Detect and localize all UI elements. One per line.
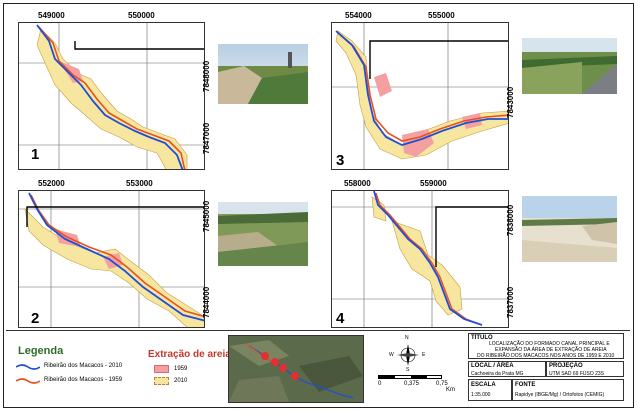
local-box: LOCAL / ÁREA Cachoeira da Prata MG xyxy=(468,361,546,377)
map-frame xyxy=(3,3,634,408)
x-tick: 555000 xyxy=(428,11,455,20)
panel-number: 4 xyxy=(336,310,345,327)
title-line-2: EXPANSÃO DA ÁREA DE EXTRAÇÃO DE AREIA xyxy=(495,347,607,353)
x-tick: 550000 xyxy=(128,11,155,20)
scale-header: ESCALA xyxy=(471,382,496,388)
x-tick: 553000 xyxy=(126,179,153,188)
extraction-2010-label: 2010 xyxy=(174,378,188,384)
source-box: FONTE Rapidye (IBGE/Mg) / Ortofotos (CEM… xyxy=(512,379,624,401)
extraction-2010-swatch xyxy=(154,377,169,385)
north-label-s: S xyxy=(406,367,410,373)
title-box: TÍTULO LOCALIZAÇÃO DO FORMADO CANAL PRIN… xyxy=(468,333,624,359)
local-value: Cachoeira da Prata MG xyxy=(471,371,524,377)
extraction-title: Extração de areia xyxy=(148,349,231,360)
title-header: TÍTULO xyxy=(471,335,493,341)
panel-number: 1 xyxy=(31,146,40,163)
extraction-1959-swatch xyxy=(154,365,169,373)
y-tick: 7838000 xyxy=(506,204,515,236)
river-1959-swatch xyxy=(16,378,40,384)
panel-3-map xyxy=(332,23,508,169)
panel-number: 2 xyxy=(31,310,40,327)
x-tick: 549000 xyxy=(38,11,65,20)
projection-value: UTM SAD 69 FUSO 23S xyxy=(549,371,605,377)
local-header: LOCAL / ÁREA xyxy=(471,363,514,369)
legend-item-2010: Ribeirão dos Macacos - 2010 xyxy=(44,363,123,369)
photo-site-3 xyxy=(522,38,617,94)
north-label-w: W xyxy=(389,352,394,358)
y-tick: 7844000 xyxy=(202,286,211,318)
scale-label-mid: 0,375 xyxy=(404,381,420,387)
panel-2-map xyxy=(19,191,204,327)
map-footer: Legenda Ribeirão dos Macacos - 2010 Ribe… xyxy=(6,330,630,407)
north-label-e: E xyxy=(422,352,426,358)
projection-header: PROJEÇÃO xyxy=(549,363,583,369)
projection-box: PROJEÇÃO UTM SAD 69 FUSO 23S xyxy=(546,361,624,377)
scale-label-0: 0 xyxy=(378,381,382,387)
scale-bar xyxy=(378,375,442,379)
y-tick: 7848000 xyxy=(202,60,211,92)
title-line-3: DO RIBEIRÃO DOS MACACOS NOS ANOS DE 1959… xyxy=(477,353,615,359)
photo-site-2 xyxy=(218,202,308,266)
y-tick: 7843000 xyxy=(506,86,515,118)
y-tick: 7847000 xyxy=(202,122,211,154)
x-tick: 559000 xyxy=(420,179,447,188)
source-header: FONTE xyxy=(515,382,536,388)
map-panel-1: 1 xyxy=(18,22,205,170)
north-arrow-icon xyxy=(397,344,419,366)
scale-label-max: 0,75 xyxy=(436,381,448,387)
x-tick: 558000 xyxy=(344,179,371,188)
legend-title: Legenda xyxy=(18,345,64,357)
panel-4-map xyxy=(332,191,508,327)
source-value: Rapidye (IBGE/Mg) / Ortofotos (CEMIG) xyxy=(515,392,605,398)
scale-box: ESCALA 1:35.000 xyxy=(468,379,512,401)
y-tick: 7837000 xyxy=(506,286,515,318)
overview-map xyxy=(228,335,364,403)
scale-value: 1:35.000 xyxy=(471,392,491,398)
panel-number: 3 xyxy=(336,152,345,169)
map-panel-2: 2 xyxy=(18,190,205,328)
title-line-1: LOCALIZAÇÃO DO FORMADO CANAL PRINCIPAL E xyxy=(489,341,610,347)
x-tick: 554000 xyxy=(345,11,372,20)
photo-site-1 xyxy=(218,44,308,104)
extraction-1959-label: 1959 xyxy=(174,366,188,372)
y-tick: 7845000 xyxy=(202,200,211,232)
photo-site-4 xyxy=(522,196,617,262)
x-tick: 552000 xyxy=(38,179,65,188)
legend-item-1959: Ribeirão dos Macacos - 1959 xyxy=(44,377,123,383)
north-label-n: N xyxy=(405,335,409,341)
map-panel-3: 3 xyxy=(331,22,509,170)
map-panel-4: 4 xyxy=(331,190,509,328)
river-2010-swatch xyxy=(16,364,40,370)
scale-unit: Km xyxy=(446,387,455,393)
panel-1-map xyxy=(19,23,204,169)
